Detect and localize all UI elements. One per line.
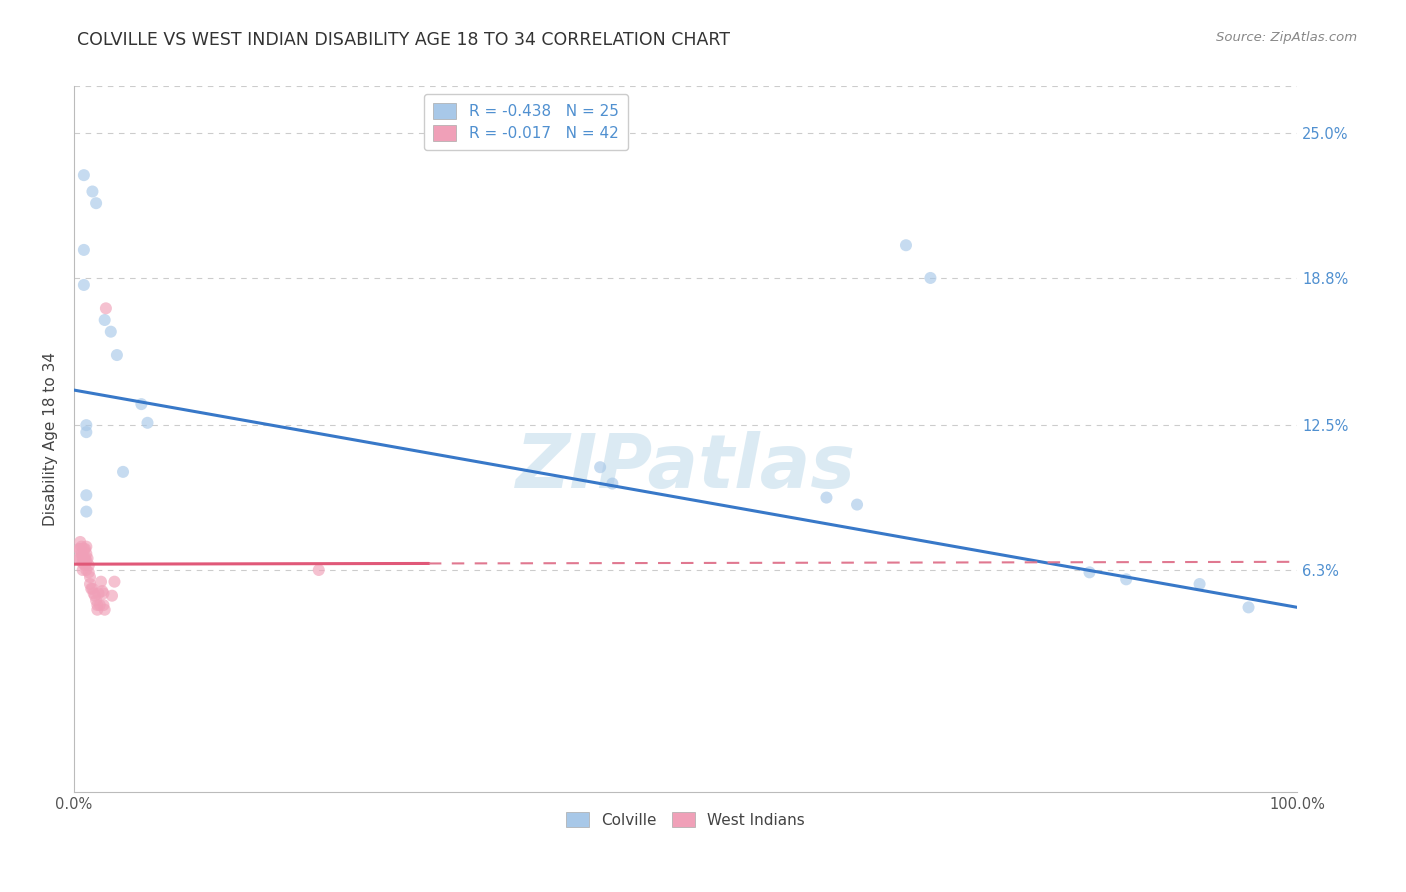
Point: [75, 563, 97, 577]
Point: [91, 584, 114, 599]
Point: [75, 547, 97, 561]
Point: [1237, 600, 1260, 615]
Point: [77, 566, 100, 580]
Y-axis label: Disability Age 18 to 34: Disability Age 18 to 34: [44, 352, 58, 526]
Point: [76, 551, 98, 566]
Point: [73, 243, 96, 257]
Point: [589, 460, 612, 475]
Point: [75, 540, 97, 554]
Point: [83, 589, 105, 603]
Point: [920, 271, 942, 285]
Point: [308, 563, 330, 577]
Point: [79, 570, 101, 584]
Point: [67, 551, 90, 566]
Point: [84, 593, 107, 607]
Point: [101, 589, 124, 603]
Legend: Colville, West Indians: Colville, West Indians: [560, 805, 811, 834]
Point: [73, 541, 96, 556]
Point: [72, 551, 94, 566]
Point: [75, 505, 97, 519]
Point: [100, 325, 122, 339]
Point: [75, 425, 97, 439]
Point: [70, 540, 93, 554]
Point: [80, 582, 103, 596]
Point: [75, 488, 97, 502]
Point: [72, 563, 94, 577]
Point: [75, 551, 97, 566]
Point: [69, 551, 91, 566]
Point: [83, 586, 105, 600]
Point: [93, 586, 115, 600]
Point: [73, 277, 96, 292]
Point: [84, 196, 107, 211]
Point: [82, 582, 104, 596]
Point: [846, 498, 869, 512]
Point: [1115, 572, 1137, 586]
Point: [70, 547, 93, 561]
Point: [90, 574, 112, 589]
Point: [86, 598, 108, 612]
Point: [131, 397, 153, 411]
Point: [79, 577, 101, 591]
Point: [94, 301, 117, 316]
Point: [93, 603, 115, 617]
Point: [73, 551, 96, 566]
Point: [136, 416, 159, 430]
Point: [82, 185, 104, 199]
Point: [1188, 577, 1211, 591]
Text: ZIPatlas: ZIPatlas: [516, 431, 856, 504]
Point: [87, 586, 110, 600]
Point: [75, 558, 97, 573]
Text: COLVILLE VS WEST INDIAN DISABILITY AGE 18 TO 34 CORRELATION CHART: COLVILLE VS WEST INDIAN DISABILITY AGE 1…: [77, 31, 730, 49]
Point: [93, 313, 115, 327]
Point: [103, 574, 125, 589]
Text: Source: ZipAtlas.com: Source: ZipAtlas.com: [1216, 31, 1357, 45]
Point: [75, 554, 97, 568]
Point: [69, 541, 91, 556]
Point: [112, 465, 135, 479]
Point: [77, 558, 100, 573]
Point: [1078, 566, 1101, 580]
Point: [67, 541, 90, 556]
Point: [86, 603, 108, 617]
Point: [75, 418, 97, 433]
Point: [815, 491, 838, 505]
Point: [75, 541, 97, 556]
Point: [93, 598, 115, 612]
Point: [72, 556, 94, 570]
Point: [69, 535, 91, 549]
Point: [105, 348, 128, 362]
Point: [73, 168, 96, 182]
Point: [89, 598, 111, 612]
Point: [602, 476, 624, 491]
Point: [894, 238, 917, 252]
